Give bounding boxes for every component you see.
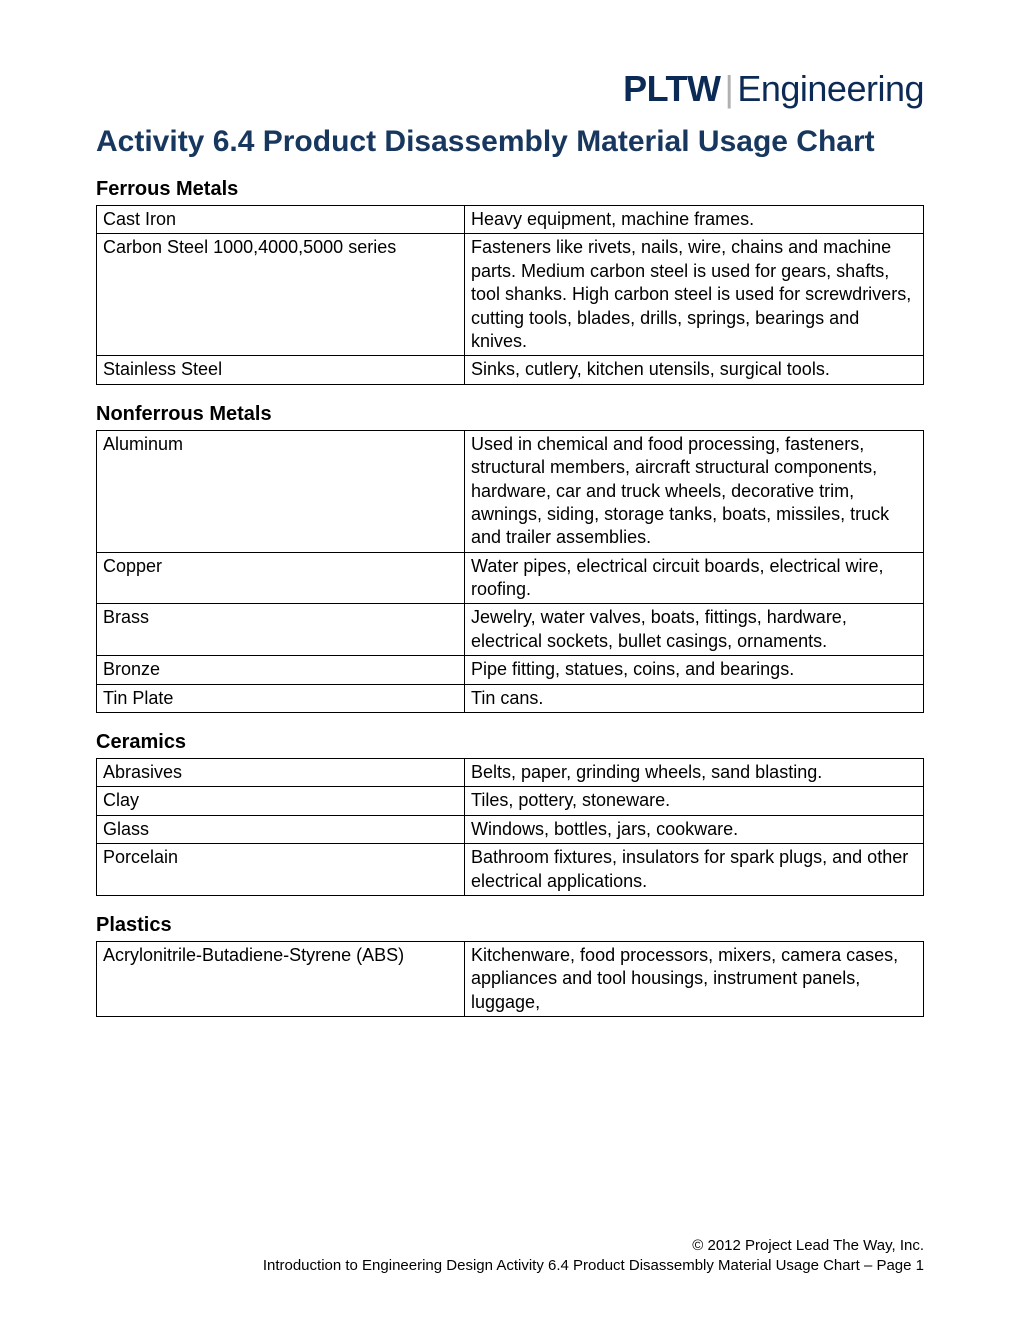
page-footer: © 2012 Project Lead The Way, Inc. Introd… <box>96 1236 924 1277</box>
usage-cell: Jewelry, water valves, boats, fittings, … <box>465 604 924 656</box>
table-nonferrous: Aluminum Used in chemical and food proce… <box>96 430 924 713</box>
material-cell: Cast Iron <box>97 206 465 234</box>
table-row: Copper Water pipes, electrical circuit b… <box>97 552 924 604</box>
material-cell: Bronze <box>97 656 465 684</box>
table-row: Cast Iron Heavy equipment, machine frame… <box>97 206 924 234</box>
usage-cell: Water pipes, electrical circuit boards, … <box>465 552 924 604</box>
material-cell: Aluminum <box>97 430 465 552</box>
usage-cell: Fasteners like rivets, nails, wire, chai… <box>465 234 924 356</box>
usage-cell: Used in chemical and food processing, fa… <box>465 430 924 552</box>
usage-cell: Belts, paper, grinding wheels, sand blas… <box>465 759 924 787</box>
table-plastics: Acrylonitrile-Butadiene-Styrene (ABS) Ki… <box>96 941 924 1017</box>
table-row: Brass Jewelry, water valves, boats, fitt… <box>97 604 924 656</box>
table-row: Tin Plate Tin cans. <box>97 684 924 712</box>
table-row: Abrasives Belts, paper, grinding wheels,… <box>97 759 924 787</box>
section-heading-nonferrous: Nonferrous Metals <box>96 403 924 426</box>
footer-copyright: © 2012 Project Lead The Way, Inc. <box>96 1236 924 1256</box>
pltw-logo: PLTW|Engineering <box>96 68 924 110</box>
section-heading-ceramics: Ceramics <box>96 731 924 754</box>
logo-divider: | <box>724 68 733 109</box>
material-cell: Stainless Steel <box>97 356 465 384</box>
logo-suffix: Engineering <box>737 68 924 109</box>
footer-pageinfo: Introduction to Engineering Design Activ… <box>96 1256 924 1276</box>
table-row: Clay Tiles, pottery, stoneware. <box>97 787 924 815</box>
table-row: Aluminum Used in chemical and food proce… <box>97 430 924 552</box>
material-cell: Carbon Steel 1000,4000,5000 series <box>97 234 465 356</box>
table-row: Acrylonitrile-Butadiene-Styrene (ABS) Ki… <box>97 941 924 1016</box>
usage-cell: Sinks, cutlery, kitchen utensils, surgic… <box>465 356 924 384</box>
usage-cell: Heavy equipment, machine frames. <box>465 206 924 234</box>
table-ferrous: Cast Iron Heavy equipment, machine frame… <box>96 205 924 385</box>
usage-cell: Kitchenware, food processors, mixers, ca… <box>465 941 924 1016</box>
material-cell: Acrylonitrile-Butadiene-Styrene (ABS) <box>97 941 465 1016</box>
usage-cell: Tiles, pottery, stoneware. <box>465 787 924 815</box>
material-cell: Porcelain <box>97 844 465 896</box>
table-row: Bronze Pipe fitting, statues, coins, and… <box>97 656 924 684</box>
usage-cell: Tin cans. <box>465 684 924 712</box>
section-heading-ferrous: Ferrous Metals <box>96 178 924 201</box>
table-ceramics: Abrasives Belts, paper, grinding wheels,… <box>96 758 924 896</box>
material-cell: Abrasives <box>97 759 465 787</box>
material-cell: Brass <box>97 604 465 656</box>
usage-cell: Pipe fitting, statues, coins, and bearin… <box>465 656 924 684</box>
document-page: PLTW|Engineering Activity 6.4 Product Di… <box>0 0 1020 1320</box>
section-heading-plastics: Plastics <box>96 914 924 937</box>
table-row: Stainless Steel Sinks, cutlery, kitchen … <box>97 356 924 384</box>
material-cell: Copper <box>97 552 465 604</box>
usage-cell: Bathroom fixtures, insulators for spark … <box>465 844 924 896</box>
page-title: Activity 6.4 Product Disassembly Materia… <box>96 124 924 160</box>
table-row: Carbon Steel 1000,4000,5000 series Faste… <box>97 234 924 356</box>
material-cell: Tin Plate <box>97 684 465 712</box>
material-cell: Clay <box>97 787 465 815</box>
table-row: Glass Windows, bottles, jars, cookware. <box>97 815 924 843</box>
logo-brand: PLTW <box>623 68 720 109</box>
material-cell: Glass <box>97 815 465 843</box>
table-row: Porcelain Bathroom fixtures, insulators … <box>97 844 924 896</box>
usage-cell: Windows, bottles, jars, cookware. <box>465 815 924 843</box>
